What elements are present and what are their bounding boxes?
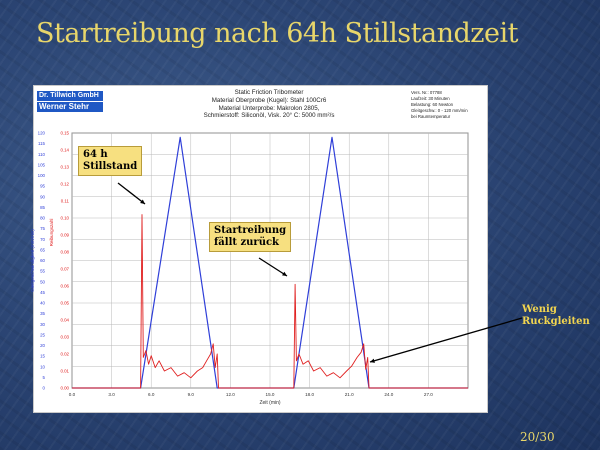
y-left-axis-label: Gleitgeschwindigkeit (mm/min) bbox=[30, 229, 35, 292]
y-left-tick-label: 115 bbox=[38, 141, 46, 146]
y-right-tick-label: 0.13 bbox=[60, 165, 69, 170]
logo-author: Werner Stehr bbox=[37, 102, 103, 112]
y-left-tick-label: 10 bbox=[40, 364, 45, 369]
y-left-tick-label: 85 bbox=[40, 205, 45, 210]
x-tick-label: 0.0 bbox=[69, 392, 76, 397]
x-tick-label: 21.0 bbox=[345, 392, 354, 397]
y-left-tick-label: 55 bbox=[40, 269, 45, 274]
x-tick-label: 12.0 bbox=[226, 392, 235, 397]
y-left-tick-label: 0 bbox=[43, 386, 46, 391]
y-left-tick-label: 110 bbox=[38, 152, 46, 157]
annotation-startreibung: Startreibung fällt zurück bbox=[209, 222, 292, 252]
y-left-tick-label: 105 bbox=[38, 162, 46, 167]
y-right-tick-label: 0.08 bbox=[60, 250, 69, 255]
y-left-tick-label: 5 bbox=[43, 375, 46, 380]
annotation-stillstand: 64 h Stillstand bbox=[78, 146, 143, 176]
y-right-tick-label: 0.15 bbox=[60, 131, 69, 136]
y-right-tick-label: 0.09 bbox=[60, 233, 69, 238]
y-right-tick-label: 0.01 bbox=[60, 369, 69, 374]
x-tick-label: 27.0 bbox=[424, 392, 433, 397]
parameter-line: Laufzeit: 30 Minuten bbox=[411, 96, 450, 102]
y-left-tick-label: 70 bbox=[40, 237, 45, 242]
y-right-tick-label: 0.06 bbox=[60, 284, 69, 289]
chart-header-info: Static Friction Tribometer Material Ober… bbox=[184, 89, 354, 120]
annotation-arrow bbox=[117, 182, 146, 205]
y-left-tick-label: 45 bbox=[40, 290, 45, 295]
y-left-tick-label: 120 bbox=[38, 131, 46, 136]
y-right-tick-label: 0.14 bbox=[60, 148, 69, 153]
y-left-tick-label: 80 bbox=[40, 216, 45, 221]
logo-company: Dr. Tillwich GmbH bbox=[37, 91, 103, 101]
parameter-line: bei Raumtemperatur bbox=[411, 114, 451, 120]
parameter-line: Vers. Nr.: 07788 bbox=[411, 90, 442, 95]
header-line: Static Friction Tribometer bbox=[234, 89, 304, 96]
x-tick-label: 24.0 bbox=[384, 392, 393, 397]
y-left-tick-label: 100 bbox=[38, 173, 46, 178]
x-tick-label: 3.0 bbox=[108, 392, 115, 397]
y-left-tick-label: 25 bbox=[40, 332, 45, 337]
y-right-tick-label: 0.00 bbox=[60, 386, 69, 391]
annotation-arrowhead bbox=[370, 358, 375, 363]
annotation-arrowhead bbox=[282, 271, 287, 276]
page-number: 20/30 bbox=[520, 430, 555, 444]
x-tick-label: 15.0 bbox=[266, 392, 275, 397]
y-right-axis-label: Reibungszahl bbox=[49, 219, 54, 247]
x-tick-label: 9.0 bbox=[188, 392, 195, 397]
y-right-tick-label: 0.10 bbox=[60, 216, 69, 221]
x-tick-label: 6.0 bbox=[148, 392, 155, 397]
parameter-line: Gleitgeschw.: 0 - 120 mm/min bbox=[411, 108, 468, 114]
annotation-arrow bbox=[369, 317, 523, 363]
annotation-rueckgleiten: Wenig Ruckgleiten bbox=[522, 304, 590, 327]
y-left-tick-label: 20 bbox=[40, 343, 45, 348]
y-right-tick-label: 0.05 bbox=[60, 301, 69, 306]
y-right-tick-label: 0.12 bbox=[60, 182, 69, 187]
y-right-tick-label: 0.04 bbox=[60, 318, 69, 323]
annotation-arrowhead bbox=[140, 199, 145, 204]
header-line: Schmierstoff: Siliconöl, Visk. 20° C: 50… bbox=[203, 112, 335, 120]
y-left-tick-label: 65 bbox=[40, 247, 45, 252]
y-left-tick-label: 15 bbox=[40, 354, 45, 359]
y-left-tick-label: 60 bbox=[40, 258, 45, 263]
y-right-tick-label: 0.03 bbox=[60, 335, 69, 340]
y-right-tick-label: 0.11 bbox=[61, 199, 70, 204]
y-left-tick-label: 30 bbox=[40, 322, 45, 327]
annotation-arrow bbox=[258, 257, 288, 277]
series-line-friction bbox=[72, 214, 468, 389]
y-left-tick-label: 90 bbox=[40, 194, 45, 199]
y-right-tick-label: 0.07 bbox=[60, 267, 69, 272]
y-left-tick-label: 40 bbox=[40, 301, 45, 306]
parameter-line: Belastung: 60 Newton bbox=[411, 102, 454, 108]
y-left-tick-label: 50 bbox=[40, 279, 45, 284]
x-tick-label: 18.0 bbox=[305, 392, 314, 397]
slide-title: Startreibung nach 64h Stillstandzeit bbox=[36, 18, 518, 49]
header-line: Material Unterprobe: Makrolon 2805, bbox=[218, 104, 320, 112]
x-axis-label: Zeit (min) bbox=[259, 400, 280, 406]
test-parameters: Vers. Nr.: 07788 Laufzeit: 30 Minuten Be… bbox=[411, 90, 487, 120]
y-left-tick-label: 75 bbox=[40, 226, 45, 231]
y-left-tick-label: 35 bbox=[40, 311, 45, 316]
header-line: Material Oberprobe (Kugel): Stahl 100Cr6 bbox=[211, 96, 327, 104]
y-right-tick-label: 0.02 bbox=[60, 352, 69, 357]
y-left-tick-label: 95 bbox=[40, 184, 45, 189]
